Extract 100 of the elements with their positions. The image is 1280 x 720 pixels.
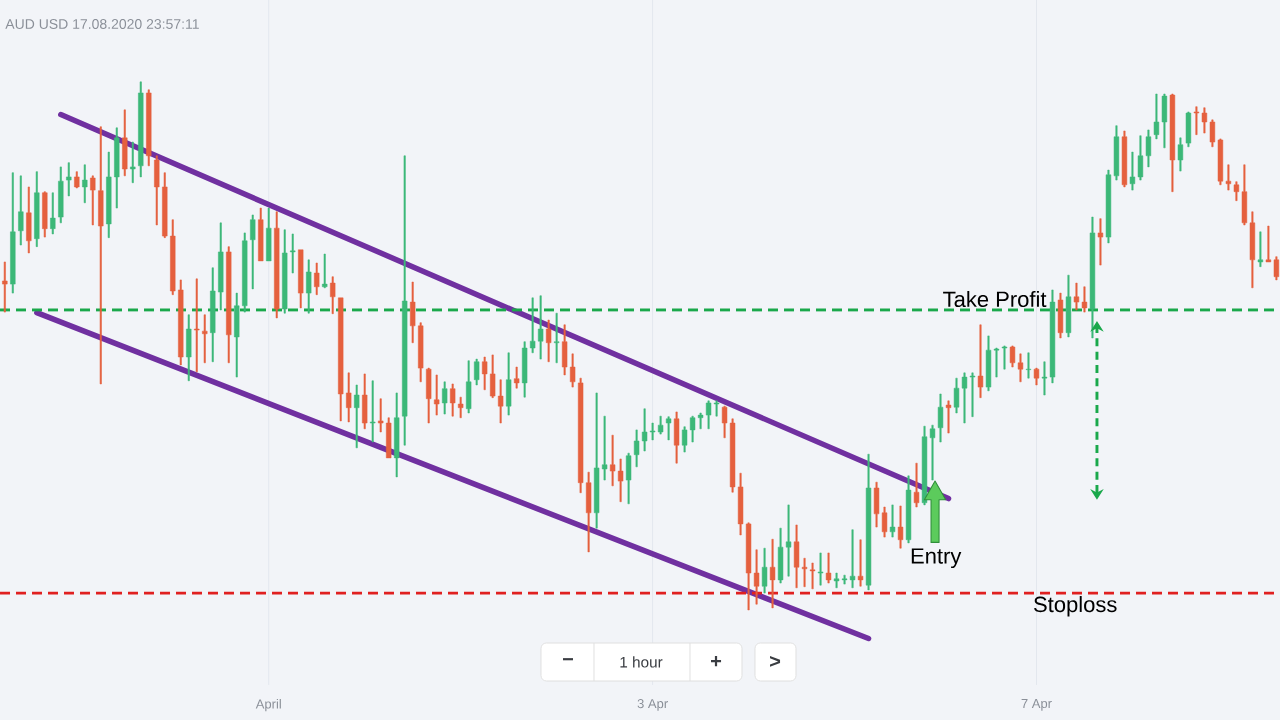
candlestick [130,141,136,183]
candlestick [202,314,208,364]
candlestick [937,393,944,443]
candlestick [378,398,384,433]
candlestick [673,411,680,464]
candlestick [90,175,96,226]
candlestick [785,504,792,577]
candlestick [138,81,144,178]
candlestick [945,400,952,434]
candlestick [282,229,288,314]
candlestick [1217,138,1224,186]
candlestick [617,458,624,502]
candlestick [1057,292,1064,339]
candlestick [274,211,280,319]
candlestick [825,552,832,584]
annotation: Entry [911,548,962,569]
candlestick [418,322,424,383]
candlestick [753,549,760,605]
candlestick [234,292,240,378]
candlestick [857,539,864,587]
candlestick [665,416,672,441]
candlestick [1025,352,1032,379]
candlestick [537,295,544,360]
x-tick-label: April [255,699,281,712]
candlestick [106,151,112,238]
candlestick [18,175,24,246]
candlestick [809,562,816,590]
text: 1 hour [620,656,663,668]
candlestick [593,392,600,529]
candlestick [194,278,200,373]
candlestick [298,249,304,309]
candlestick [561,324,568,376]
candlestick [74,171,80,189]
candlestick [737,472,744,536]
candlestick [1097,218,1104,266]
candlestick [330,276,336,314]
x-tick-label: 3 Apr [637,699,668,711]
candlestick [82,164,88,204]
candlestick [370,380,376,443]
candlestick [793,524,800,589]
candlestick [681,426,688,453]
candlestick [865,453,872,591]
candlestick [577,377,584,494]
candlestick [186,314,192,382]
candlestick [1185,111,1192,148]
candlestick [26,186,32,254]
candlestick [1089,216,1096,339]
candlestick [777,527,784,584]
candlestick [649,422,656,441]
candlestick [98,126,104,385]
candlestick [977,324,984,398]
text: > [770,655,781,667]
candlestick [657,415,664,435]
candlestick [1161,93,1168,149]
candlestick [1121,130,1128,188]
candlestick [1065,274,1072,338]
candlestick [322,253,328,289]
x-tick-label: 7 Apr [1021,699,1052,711]
candlestick [769,538,776,609]
candlestick [242,232,248,313]
candlestick [745,522,752,611]
candlestick [354,384,360,449]
candlestick [817,552,824,586]
ref-line-label: Take Profit [943,290,1047,308]
candlestick [697,412,704,430]
candlestick [1257,231,1264,267]
candlestick [889,504,896,538]
candlestick [394,392,400,478]
candlestick [473,358,480,386]
candlestick [585,471,592,553]
candlestick [58,166,64,224]
candlestick [450,383,456,417]
candlestick [641,408,648,452]
candlestick [154,155,160,226]
candlestick [426,367,432,424]
candlestick [713,400,720,417]
candlestick [497,379,504,424]
candlestick [633,429,640,468]
candlestick [625,452,632,505]
candlestick [505,352,512,416]
candlestick [1033,367,1040,386]
candlestick [913,462,920,508]
candlestick [162,172,168,238]
candlestick [66,162,72,197]
candlestick [338,297,344,422]
candlestick [402,155,408,446]
candlestick [801,557,808,588]
candlestick [362,373,368,430]
candlestick [290,233,296,274]
candlestick [1169,93,1176,192]
candlestick [545,319,552,363]
candlestick [34,171,40,247]
candlestick [458,396,464,419]
candlestick [1241,164,1248,226]
candlestick [266,207,272,262]
candlestick [1225,164,1232,191]
candlestick [146,89,152,167]
candlestick [1265,225,1272,263]
candlestick [1201,107,1208,134]
candlestick [122,109,128,177]
